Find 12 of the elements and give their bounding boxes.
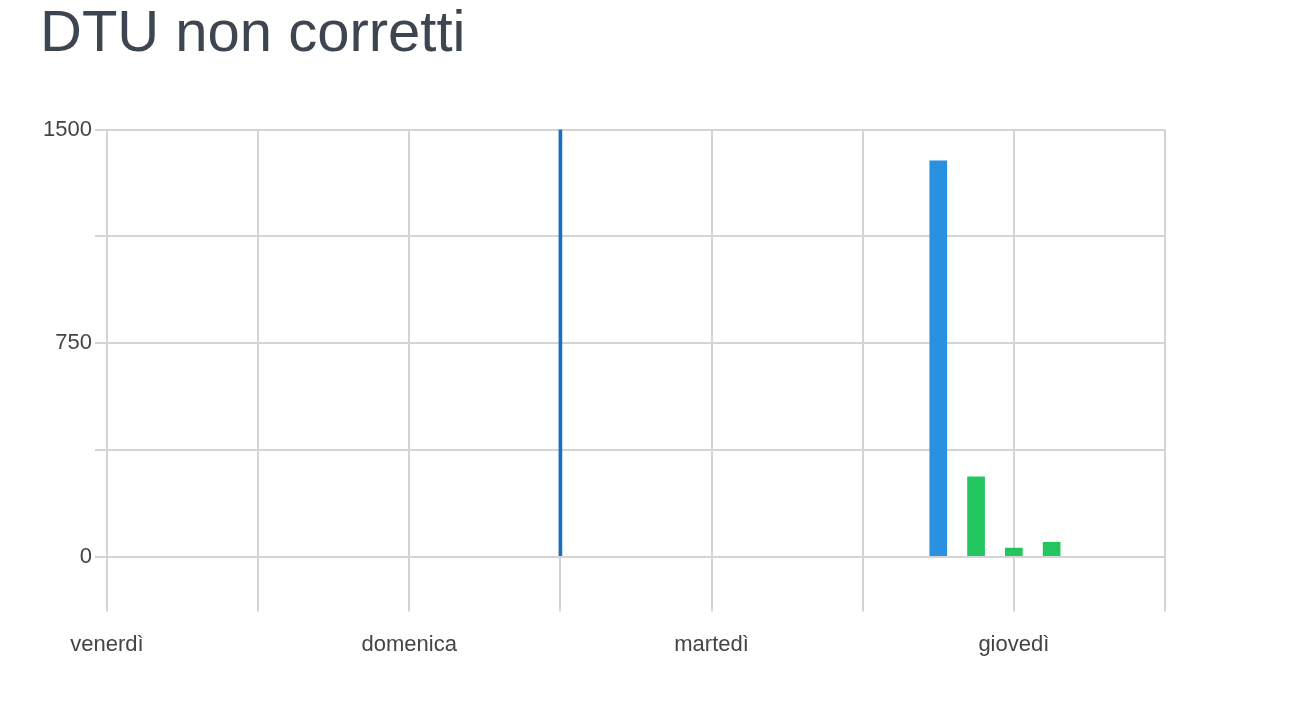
y-tick-label: 0 [79, 542, 92, 568]
y-tick-label: 1500 [42, 115, 92, 141]
x-tick-label: domenica [361, 630, 458, 656]
bar [929, 160, 948, 556]
x-tick-label: venerdì [70, 630, 144, 656]
y-tick-label: 750 [55, 329, 92, 355]
bar [1005, 547, 1023, 556]
bar [1042, 542, 1061, 556]
x-tick-label: giovedì [978, 630, 1050, 656]
x-tick-label: martedì [674, 630, 749, 656]
chart-title: DTU non corretti [40, 0, 466, 63]
bar [967, 476, 985, 556]
